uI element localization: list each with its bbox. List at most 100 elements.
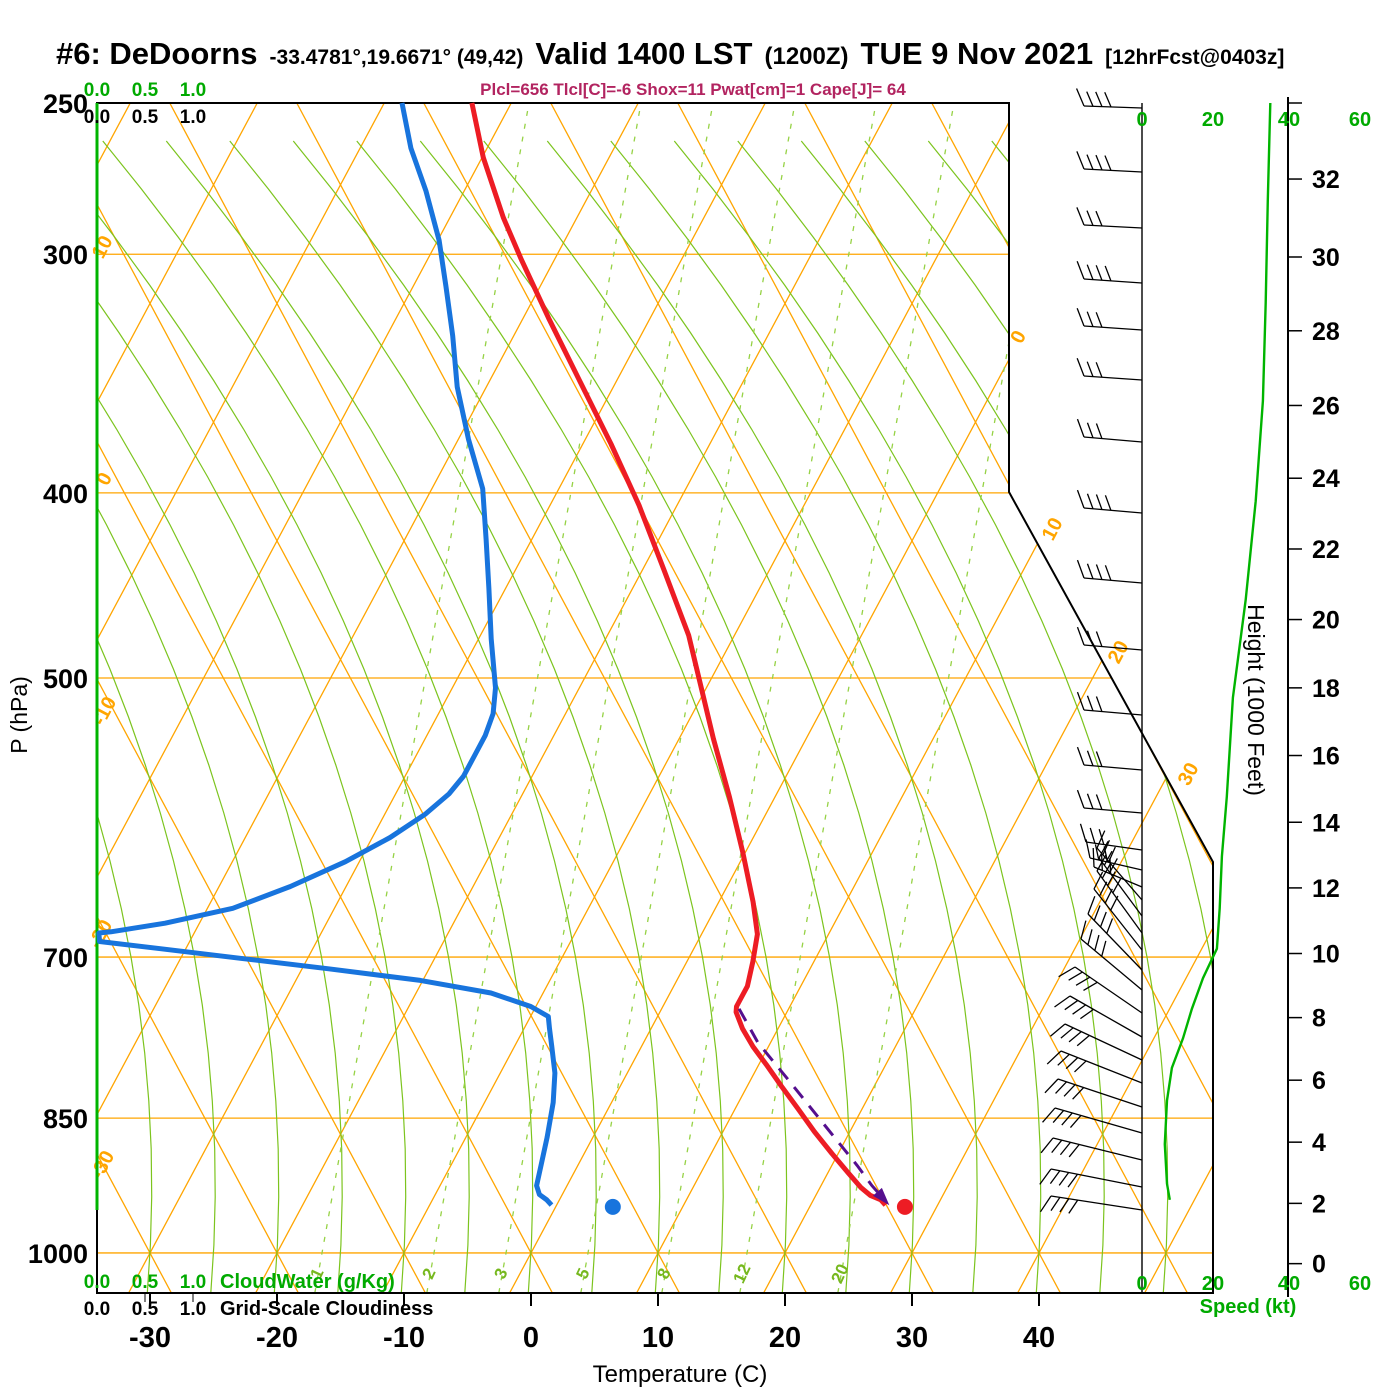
mixing-ratio-line: [739, 103, 955, 1293]
speed-tick-label-bottom: 20: [1202, 1273, 1224, 1295]
height-tick-label: 30: [1312, 244, 1340, 272]
cloudwater-tick-label-bottom: 0.0: [84, 1272, 110, 1293]
forecast-tag: [12hrFcst@0403z]: [1105, 46, 1285, 69]
isotherm-line: [255, 103, 893, 1293]
height-tick-label: 2: [1312, 1190, 1326, 1218]
station-title: #6: DeDoorns: [56, 36, 258, 71]
plot-border: [96, 102, 1214, 1294]
dry-adiabat-line: [1058, 103, 1213, 1293]
moist-adiabat-line: [102, 140, 534, 1293]
mixing-ratio-label: 2: [418, 1265, 439, 1282]
dry-adiabat-line: [1185, 103, 1213, 1293]
mixing-ratio-line: [837, 103, 1053, 1293]
station-coords: -33.4781°,19.6671° (49,42): [269, 46, 524, 69]
pressure-tick-label: 500: [43, 664, 88, 694]
mixing-ratio-label: 12: [729, 1261, 754, 1286]
isotherm-line: [382, 103, 1020, 1293]
speed-axis-title: Speed (kt): [1200, 1296, 1297, 1318]
cloudiness-tick-label-bottom: 0.5: [132, 1299, 159, 1320]
height-tick-label: 20: [1312, 607, 1340, 635]
moist-adiabat-line: [1181, 140, 1213, 1293]
speed-tick-label-top: 0: [1136, 109, 1147, 131]
temperature-tick-label: 30: [896, 1322, 928, 1354]
speed-tick-label-bottom: 0: [1136, 1273, 1147, 1295]
cloudiness-tick-label-bottom: 0.0: [84, 1299, 110, 1320]
surface-temperature-dot: [896, 1198, 913, 1215]
height-tick-label: 28: [1312, 318, 1340, 346]
isotherm-line: [0, 103, 3, 1293]
temperature-tick-label: -20: [256, 1322, 298, 1354]
height-tick-label: 26: [1312, 392, 1340, 420]
cloudwater-tick-label-bottom: 1.0: [180, 1272, 206, 1293]
moist-adiabat-line: [97, 140, 216, 1293]
parcel-path: [737, 1008, 883, 1198]
isotherm-line: [97, 103, 639, 1293]
dry-adiabat-line: [97, 103, 553, 1293]
moist-adiabat-line: [97, 140, 407, 1293]
chart-title: #6: DeDoorns -33.4781°,19.6671° (49,42) …: [56, 36, 1386, 72]
wind-speed-curve: [1163, 102, 1272, 1201]
dry-adiabat-line: [97, 103, 426, 1293]
isotherm-label: -30: [86, 1147, 119, 1183]
moist-adiabat-line: [419, 140, 851, 1293]
cloudiness-tick-label-top: 0.5: [132, 107, 159, 128]
height-tick-label: 4: [1312, 1129, 1326, 1157]
temperature-tick-label: 10: [642, 1322, 674, 1354]
valid-zulu: (1200Z): [764, 43, 849, 70]
moist-adiabat-line: [546, 140, 978, 1293]
temperature-tick-label: 0: [523, 1322, 539, 1354]
speed-tick-label-top: 60: [1349, 109, 1371, 131]
moist-adiabat-line: [991, 140, 1213, 1293]
isotherm-label: 10: [88, 232, 118, 262]
height-tick-label: 6: [1312, 1067, 1326, 1095]
pressure-tick-label: 850: [43, 1104, 88, 1134]
moist-adiabat-line: [356, 140, 788, 1293]
mixing-ratio-label: 3: [490, 1265, 511, 1282]
dewpoint-curve: [96, 102, 558, 1207]
dry-adiabat-line: [169, 103, 807, 1293]
cloudwater-tick-label-bottom: 0.5: [132, 1272, 159, 1293]
height-tick-label: 32: [1312, 166, 1340, 194]
height-tick-label: 18: [1312, 675, 1340, 703]
height-tick-label: 12: [1312, 875, 1340, 903]
isotherm-line: [763, 103, 1213, 1293]
isotherm-line: [636, 103, 1213, 1293]
temperature-tick-label: 20: [769, 1322, 801, 1354]
dry-adiabat-line: [296, 103, 934, 1293]
moist-adiabat-line: [483, 140, 915, 1293]
mixing-ratio-label: 5: [572, 1265, 593, 1282]
height-tick-label: 16: [1312, 743, 1340, 771]
height-tick-label: 24: [1312, 465, 1340, 493]
valid-date: TUE 9 Nov 2021: [860, 36, 1094, 71]
temperature-tick-label: 40: [1023, 1322, 1055, 1354]
isotherm-line: [97, 103, 385, 1293]
mixing-ratio-label: 20: [827, 1261, 852, 1286]
height-tick-label: 22: [1312, 536, 1340, 564]
speed-tick-label-bottom: 60: [1349, 1273, 1371, 1295]
temperature-curve: [469, 102, 888, 1207]
dry-adiabat-line: [97, 103, 680, 1293]
temperature-tick-label: -10: [383, 1322, 425, 1354]
temperature-axis-title: Temperature (C): [593, 1361, 768, 1388]
height-tick-label: 0: [1312, 1251, 1326, 1279]
isotherm-label: 0: [1006, 327, 1031, 347]
moist-adiabat-line: [97, 140, 470, 1293]
height-tick-label: 10: [1312, 941, 1340, 969]
cloudwater-axis-title: CloudWater (g/Kg): [220, 1271, 395, 1293]
height-axis-title: Height (1000 Feet): [1243, 604, 1269, 796]
moist-adiabat-line: [610, 140, 1042, 1293]
isotherm-line: [128, 103, 766, 1293]
moist-adiabat-line: [1054, 140, 1213, 1293]
cloudiness-tick-label-top: 0.0: [84, 107, 110, 128]
moist-adiabat-line: [1309, 141, 1400, 1293]
moist-adiabat-line: [737, 140, 1169, 1293]
cloudwater-tick-label-top: 0.0: [84, 80, 110, 101]
moist-adiabat-line: [229, 140, 661, 1293]
height-tick-label: 8: [1312, 1005, 1326, 1033]
speed-tick-label-top: 40: [1278, 109, 1300, 131]
moist-adiabat-line: [97, 140, 153, 1293]
cloudwater-tick-label-top: 0.5: [132, 80, 159, 101]
